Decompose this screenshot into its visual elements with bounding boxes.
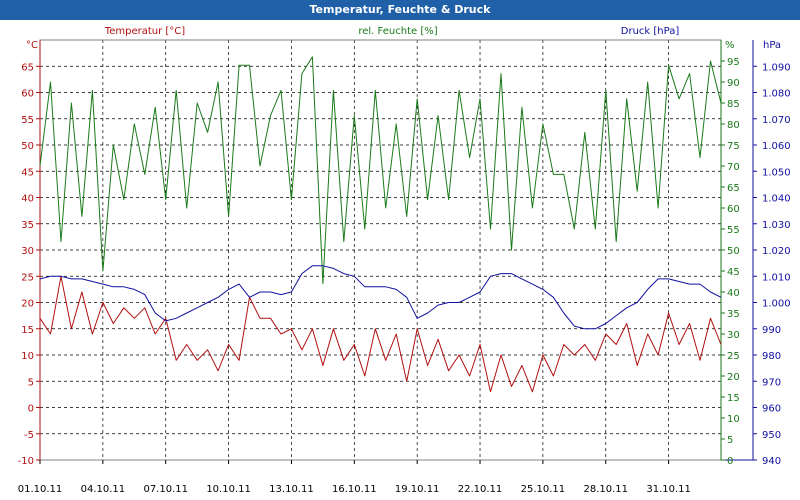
temperature-tick-label: 25 bbox=[21, 272, 34, 283]
series-line-temperatur-c bbox=[39, 275, 722, 393]
humidity-tick-label: 35 bbox=[727, 309, 740, 320]
temperature-tick-label: 50 bbox=[21, 141, 34, 152]
pressure-tick-label: 1.020 bbox=[762, 246, 791, 257]
pressure-tick-label: 1.070 bbox=[762, 115, 791, 126]
humidity-tick-label: 70 bbox=[727, 162, 740, 173]
humidity-tick-label: 5 bbox=[727, 435, 733, 446]
x-tick-label: 10.10.11 bbox=[206, 484, 251, 495]
chart-background bbox=[0, 20, 800, 500]
pressure-series-header: Druck [hPa] bbox=[621, 26, 680, 37]
x-tick-label: 31.10.11 bbox=[646, 484, 691, 495]
humidity-tick-label: 50 bbox=[727, 246, 740, 257]
temperature-tick-label: 60 bbox=[21, 89, 34, 100]
pressure-tick-label: 1.050 bbox=[762, 167, 791, 178]
temperature-ticks: -10 -5 0 5 10 15 20 25 30 35 40 45 50 55 60 65 bbox=[18, 62, 40, 467]
humidity-tick-label: 65 bbox=[727, 183, 740, 194]
pressure-tick-label: 990 bbox=[762, 325, 781, 336]
series-line-druck-hpa bbox=[39, 265, 722, 330]
temperature-tick-label: -5 bbox=[24, 430, 34, 441]
humidity-tick-label: 95 bbox=[727, 57, 740, 68]
temperature-tick-label: 55 bbox=[21, 115, 34, 126]
pressure-tick-label: 1.000 bbox=[762, 299, 791, 310]
humidity-ticks: 0 5 10 15 20 25 30 35 40 45 50 55 60 65 70 75 80 85 90 95 bbox=[721, 57, 740, 467]
temperature-tick-label: 20 bbox=[21, 299, 34, 310]
humidity-tick-label: 25 bbox=[727, 351, 740, 362]
temperature-tick-label: 15 bbox=[21, 325, 34, 336]
temperature-tick-label: 10 bbox=[21, 351, 34, 362]
x-tick-label: 13.10.11 bbox=[269, 484, 314, 495]
pressure-tick-label: 980 bbox=[762, 351, 781, 362]
humidity-tick-label: 0 bbox=[727, 456, 733, 467]
x-tick-label: 22.10.11 bbox=[458, 484, 503, 495]
temperature-tick-label: -10 bbox=[18, 456, 34, 467]
humidity-tick-label: 15 bbox=[727, 393, 740, 404]
temperature-tick-label: 45 bbox=[21, 167, 34, 178]
x-tick-label: 07.10.11 bbox=[143, 484, 188, 495]
temperature-tick-label: 5 bbox=[28, 377, 34, 388]
grid bbox=[40, 40, 721, 460]
pressure-tick-label: 970 bbox=[762, 377, 781, 388]
pressure-tick-label: 1.030 bbox=[762, 220, 791, 231]
temperature-series-header: Temperatur [°C] bbox=[104, 26, 185, 37]
series-line-rel-feuchte bbox=[39, 56, 722, 285]
temperature-tick-label: 35 bbox=[21, 220, 34, 231]
x-tick-label: 01.10.11 bbox=[18, 484, 63, 495]
temperature-unit-label: °C bbox=[26, 40, 38, 51]
humidity-tick-label: 90 bbox=[727, 78, 740, 89]
series-lines bbox=[39, 56, 722, 393]
x-tick-label: 19.10.11 bbox=[395, 484, 440, 495]
pressure-tick-label: 1.040 bbox=[762, 194, 791, 205]
x-tick-label: 04.10.11 bbox=[81, 484, 126, 495]
pressure-unit-label: hPa bbox=[763, 40, 781, 51]
window-title: Temperatur, Feuchte & Druck bbox=[0, 0, 800, 20]
humidity-unit-label: % bbox=[725, 40, 735, 51]
temperature-tick-label: 30 bbox=[21, 246, 34, 257]
pressure-tick-label: 1.060 bbox=[762, 141, 791, 152]
pressure-tick-label: 940 bbox=[762, 456, 781, 467]
pressure-tick-label: 1.010 bbox=[762, 272, 791, 283]
pressure-tick-label: 1.080 bbox=[762, 89, 791, 100]
temperature-tick-label: 40 bbox=[21, 194, 34, 205]
humidity-tick-label: 45 bbox=[727, 267, 740, 278]
pressure-tick-label: 960 bbox=[762, 404, 781, 415]
humidity-tick-label: 85 bbox=[727, 99, 740, 110]
pressure-ticks: 940 950 960 970 980 990 1.000 1.010 1.020 1.030 1.… bbox=[753, 62, 791, 467]
x-tick-label: 25.10.11 bbox=[521, 484, 566, 495]
pressure-tick-label: 1.090 bbox=[762, 62, 791, 73]
weather-chart: °C % hPa Temperatur [°C] rel. Feuchte [%… bbox=[0, 20, 800, 500]
temperature-tick-label: 0 bbox=[28, 404, 34, 415]
humidity-series-header: rel. Feuchte [%] bbox=[358, 26, 437, 37]
temperature-tick-label: 65 bbox=[21, 62, 34, 73]
humidity-tick-label: 40 bbox=[727, 288, 740, 299]
humidity-tick-label: 80 bbox=[727, 120, 740, 131]
pressure-tick-label: 950 bbox=[762, 430, 781, 441]
humidity-tick-label: 10 bbox=[727, 414, 740, 425]
humidity-tick-label: 20 bbox=[727, 372, 740, 383]
x-tick-label: 28.10.11 bbox=[583, 484, 628, 495]
humidity-tick-label: 30 bbox=[727, 330, 740, 341]
humidity-tick-label: 55 bbox=[727, 225, 740, 236]
x-axis-ticks: 01.10.11 04.10.11 07.10.11 10.10.11 13.10.11… bbox=[18, 460, 691, 495]
humidity-tick-label: 60 bbox=[727, 204, 740, 215]
x-tick-label: 16.10.11 bbox=[332, 484, 377, 495]
humidity-tick-label: 75 bbox=[727, 141, 740, 152]
